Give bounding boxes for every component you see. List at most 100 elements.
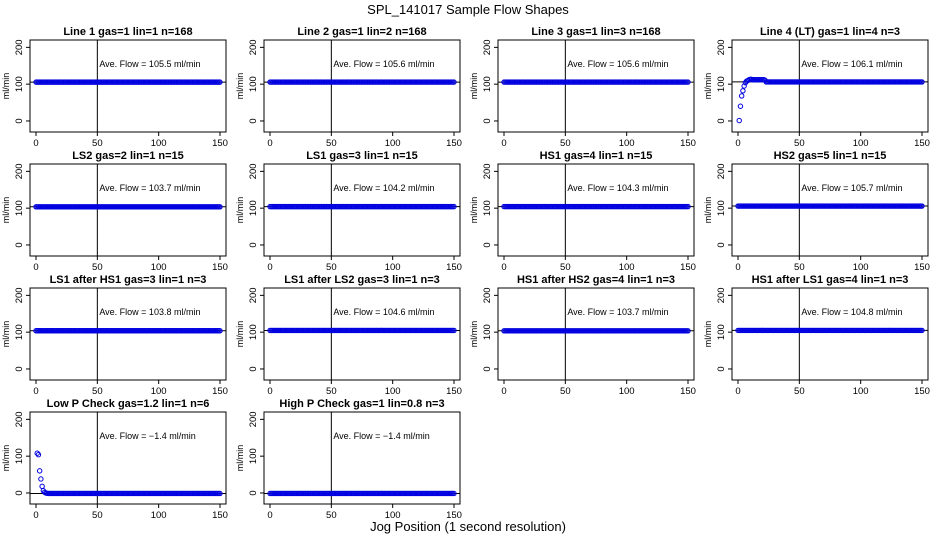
x-tick-label: 0 — [501, 386, 506, 397]
x-tick-label: 0 — [501, 138, 506, 149]
y-tick-label: 100 — [14, 200, 25, 216]
chart-panel: HS2 gas=5 lin=1 n=15 ml/min 0 50 100 150 0 100 2… — [703, 150, 930, 273]
y-tick-label: 100 — [248, 324, 259, 340]
plot-frame — [731, 287, 929, 381]
x-tick-label: 50 — [794, 386, 805, 397]
x-tick-label: 50 — [92, 262, 103, 273]
y-tick-label: 200 — [14, 411, 25, 427]
x-tick-label: 150 — [446, 138, 462, 149]
data-point — [36, 468, 43, 474]
x-tick-label: 100 — [385, 386, 401, 397]
y-tick-label: 100 — [716, 200, 727, 216]
y-axis-label: ml/min — [235, 197, 245, 224]
y-tick-label: 200 — [482, 287, 493, 303]
y-tick-label: 100 — [716, 76, 727, 92]
y-tick-label: 200 — [14, 287, 25, 303]
x-tick-label: 150 — [212, 262, 228, 273]
y-tick-label: 0 — [14, 242, 25, 247]
x-tick-label: 150 — [446, 386, 462, 397]
y-axis-label: ml/min — [469, 197, 479, 224]
chart-panel: Line 1 gas=1 lin=1 n=168 ml/min 0 50 100 150 0… — [1, 26, 228, 149]
panel-title: LS1 after HS1 gas=3 lin=1 n=3 — [50, 274, 207, 286]
x-tick-label: 0 — [267, 262, 272, 273]
y-axis-label: ml/min — [469, 73, 479, 100]
data-point — [34, 450, 40, 456]
x-tick-label: 0 — [735, 386, 740, 397]
chart-panel: LS1 after HS1 gas=3 lin=1 n=3 ml/min 0 50 10… — [1, 274, 228, 397]
figure-x-label: Jog Position (1 second resolution) — [370, 519, 566, 534]
x-tick-label: 100 — [151, 510, 167, 521]
plot-frame — [263, 287, 461, 381]
average-flow-annotation: Ave. Flow = 105.6 ml/min — [333, 59, 434, 69]
x-tick-label: 0 — [33, 262, 38, 273]
x-tick-label: 100 — [619, 138, 635, 149]
y-tick-label: 0 — [482, 366, 493, 371]
y-tick-label: 200 — [716, 287, 727, 303]
x-tick-label: 150 — [212, 510, 228, 521]
chart-panel: Line 4 (LT) gas=1 lin=4 n=3 ml/min 0 50 100 1… — [703, 26, 930, 149]
x-tick-label: 150 — [446, 510, 462, 521]
data-point — [685, 79, 691, 85]
y-tick-label: 100 — [248, 76, 259, 92]
data-point — [919, 203, 925, 209]
data-point — [737, 103, 744, 109]
x-tick-label: 50 — [326, 386, 337, 397]
average-flow-annotation: Ave. Flow = 103.7 ml/min — [567, 307, 668, 317]
x-tick-label: 50 — [560, 386, 571, 397]
data-point — [738, 93, 745, 99]
y-tick-label: 200 — [716, 39, 727, 55]
panel-title: HS1 gas=4 lin=1 n=15 — [540, 150, 653, 162]
data-point — [919, 79, 925, 85]
data-point — [736, 117, 742, 124]
average-flow-annotation: Ave. Flow = 104.6 ml/min — [333, 307, 434, 317]
y-tick-label: 200 — [482, 163, 493, 179]
data-point — [217, 328, 223, 334]
data-point — [919, 327, 925, 334]
y-tick-label: 0 — [716, 366, 727, 371]
data-point — [38, 476, 44, 482]
chart-panel: Line 3 gas=1 lin=3 n=168 ml/min 0 50 100 150 0… — [469, 26, 696, 149]
panel-title: Low P Check gas=1.2 lin=1 n=6 — [47, 398, 210, 410]
average-flow-annotation: Ave. Flow = 105.5 ml/min — [99, 59, 200, 69]
y-axis-label: ml/min — [1, 73, 11, 100]
x-tick-label: 150 — [446, 262, 462, 273]
chart-panel: HS1 after HS2 gas=4 lin=1 n=3 ml/min 0 50 10… — [469, 274, 696, 397]
y-tick-label: 100 — [248, 200, 259, 216]
x-tick-label: 0 — [735, 138, 740, 149]
y-tick-label: 0 — [716, 118, 727, 123]
y-tick-label: 100 — [482, 324, 493, 340]
plot-frame — [263, 411, 461, 505]
plot-frame — [29, 163, 227, 257]
x-tick-label: 100 — [151, 262, 167, 273]
y-axis-label: ml/min — [469, 321, 479, 348]
x-tick-label: 150 — [212, 138, 228, 149]
y-tick-label: 0 — [482, 118, 493, 123]
panel-title: Line 3 gas=1 lin=3 n=168 — [531, 26, 660, 38]
y-tick-label: 0 — [248, 366, 259, 371]
y-axis-label: ml/min — [703, 197, 713, 224]
y-axis-label: ml/min — [1, 445, 11, 472]
chart-panel: LS2 gas=2 lin=1 n=15 ml/min 0 50 100 150 0 100 2… — [1, 150, 228, 273]
x-tick-label: 150 — [914, 386, 930, 397]
panel-title: High P Check gas=1 lin=0.8 n=3 — [279, 398, 444, 410]
data-point — [35, 451, 42, 458]
y-axis-label: ml/min — [235, 445, 245, 472]
plot-frame — [29, 411, 227, 505]
data-point — [451, 79, 457, 85]
x-tick-label: 0 — [735, 262, 740, 273]
y-tick-label: 0 — [14, 490, 25, 495]
chart-panel: LS1 after LS2 gas=3 lin=1 n=3 ml/min 0 50 10… — [235, 274, 462, 397]
panel-title: LS2 gas=2 lin=1 n=15 — [72, 150, 184, 162]
average-flow-annotation: Ave. Flow = 104.2 ml/min — [333, 183, 434, 193]
plot-frame — [497, 287, 695, 381]
y-tick-label: 0 — [482, 242, 493, 247]
y-tick-label: 0 — [248, 490, 259, 495]
y-tick-label: 200 — [248, 287, 259, 303]
data-point — [741, 83, 747, 89]
x-tick-label: 150 — [680, 386, 696, 397]
y-tick-label: 200 — [14, 163, 25, 179]
chart-panel: High P Check gas=1 lin=0.8 n=3 ml/min 0 50 1… — [235, 398, 462, 521]
average-flow-annotation: Ave. Flow = 106.1 ml/min — [801, 59, 902, 69]
average-flow-annotation: Ave. Flow = −1.4 ml/min — [333, 431, 429, 441]
